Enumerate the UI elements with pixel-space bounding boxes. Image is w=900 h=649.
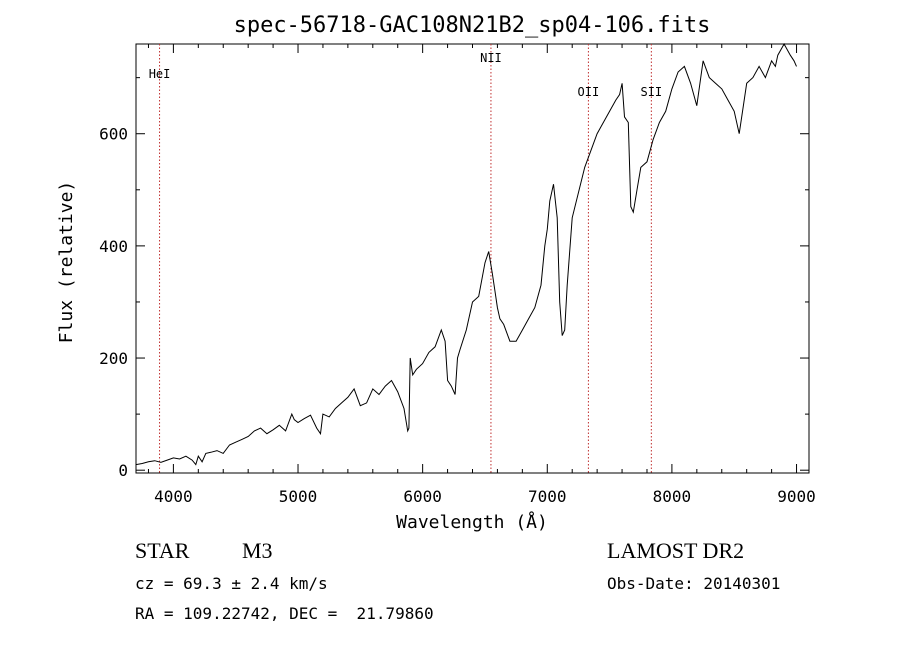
line-marker-label: OII bbox=[578, 85, 600, 99]
x-axis-label: Wavelength (Å) bbox=[396, 511, 548, 533]
x-tick-label: 7000 bbox=[528, 487, 567, 506]
x-tick-label: 9000 bbox=[777, 487, 816, 506]
line-marker-label: HeI bbox=[149, 67, 171, 81]
chart-title: spec-56718-GAC108N21B2_sp04-106.fits bbox=[234, 13, 711, 38]
survey-name: LAMOST DR2 bbox=[607, 538, 745, 563]
line-marker-label: SII bbox=[640, 85, 662, 99]
spectrum-line bbox=[135, 42, 797, 466]
line-marker-label: NII bbox=[480, 51, 502, 65]
x-tick-label: 8000 bbox=[653, 487, 692, 506]
y-tick-label: 0 bbox=[118, 461, 128, 480]
plot-frame bbox=[135, 43, 810, 474]
coordinates: RA = 109.22742, DEC = 21.79860 bbox=[135, 604, 434, 623]
x-tick-label: 4000 bbox=[154, 487, 193, 506]
x-tick-label: 6000 bbox=[403, 487, 442, 506]
redshift-value: cz = 69.3 ± 2.4 km/s bbox=[135, 574, 328, 593]
x-tick-label: 5000 bbox=[279, 487, 318, 506]
y-axis-label: Flux (relative) bbox=[56, 181, 77, 344]
y-axis-ticks: 0 200 400 600 bbox=[99, 77, 809, 480]
object-subclass: M3 bbox=[242, 538, 273, 563]
y-tick-label: 400 bbox=[99, 237, 128, 256]
x-axis-ticks: 4000 5000 6000 7000 8000 9000 bbox=[147, 44, 816, 506]
observation-date: Obs-Date: 20140301 bbox=[607, 574, 781, 593]
emission-line-markers: HeI NII OII SII bbox=[149, 44, 662, 473]
y-tick-label: 600 bbox=[99, 125, 128, 144]
y-tick-label: 200 bbox=[99, 349, 128, 368]
object-class: STAR bbox=[135, 538, 190, 563]
